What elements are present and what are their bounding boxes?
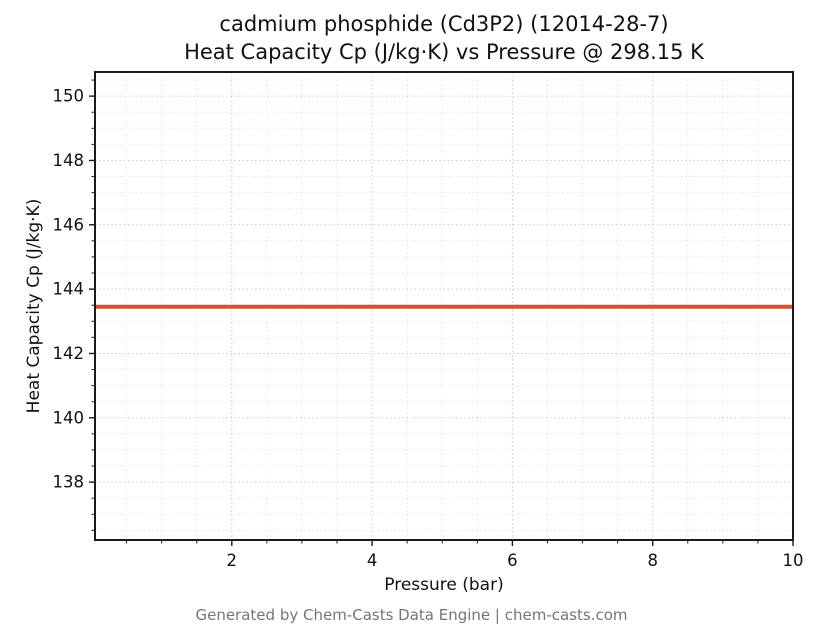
y-tick-label: 150	[53, 87, 85, 106]
chart-title-line2: Heat Capacity Cp (J/kg·K) vs Pressure @ …	[184, 40, 704, 64]
y-tick-label: 148	[53, 151, 85, 170]
chart-title-line1: cadmium phosphide (Cd3P2) (12014-28-7)	[219, 12, 669, 36]
y-tick-label: 140	[53, 408, 85, 427]
chart-title: cadmium phosphide (Cd3P2) (12014-28-7) H…	[95, 10, 793, 66]
x-tick-label: 10	[783, 551, 804, 570]
x-tick-label: 2	[227, 551, 238, 570]
y-tick-label: 144	[53, 280, 85, 299]
x-tick-label: 8	[647, 551, 658, 570]
y-tick-label: 146	[53, 215, 85, 234]
y-tick-label: 138	[53, 473, 85, 492]
x-tick-label: 6	[507, 551, 518, 570]
y-tick-label: 142	[53, 344, 85, 363]
x-axis-label: Pressure (bar)	[384, 575, 504, 595]
y-axis-label: Heat Capacity Cp (J/kg·K)	[24, 198, 44, 414]
footer-text: Generated by Chem-Casts Data Engine | ch…	[195, 606, 628, 624]
x-tick-label: 4	[367, 551, 378, 570]
